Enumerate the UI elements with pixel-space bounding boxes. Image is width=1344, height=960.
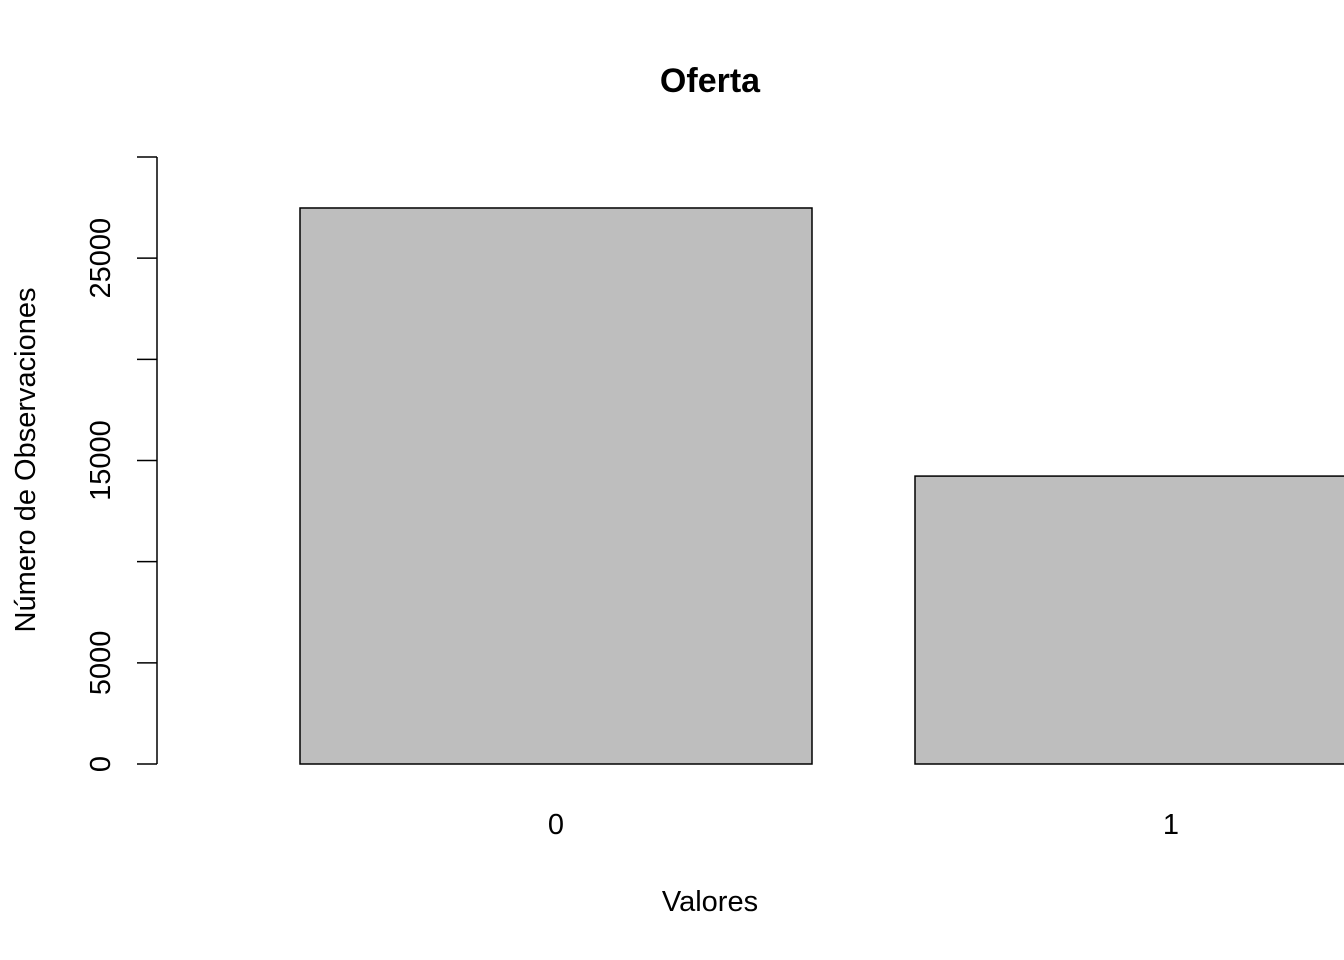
y-axis-label: Número de Observaciones [10, 288, 42, 633]
y-tick-label: 15000 [85, 420, 117, 501]
y-tick-label: 0 [85, 756, 117, 772]
chart-title: Oferta [660, 62, 761, 100]
bar [299, 207, 813, 765]
x-tick-label: 0 [548, 809, 564, 841]
y-tick-label: 5000 [85, 631, 117, 696]
x-axis-label: Valores [662, 886, 758, 918]
bar [914, 475, 1344, 765]
y-tick-label: 25000 [85, 218, 117, 299]
x-tick-label: 1 [1163, 809, 1179, 841]
